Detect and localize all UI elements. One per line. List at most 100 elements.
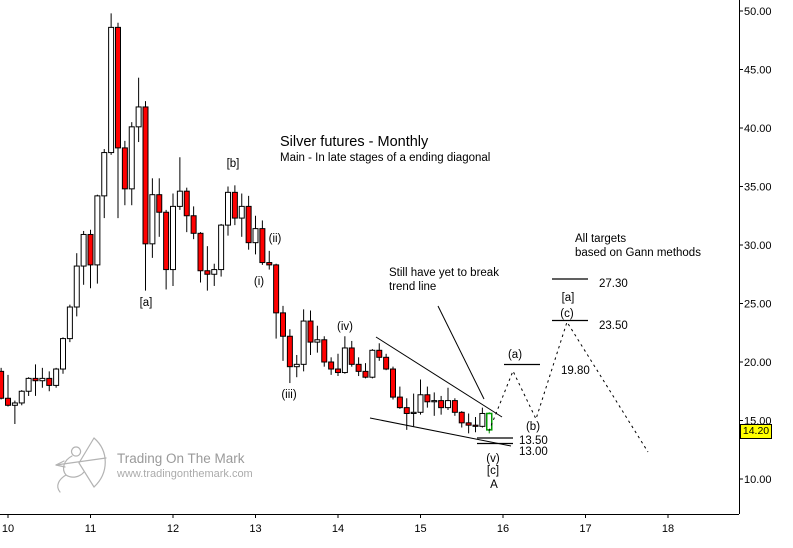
wave-label: (b)	[526, 421, 540, 433]
candles-layer	[0, 13, 493, 434]
candle-body	[66, 306, 73, 340]
candle-body	[218, 224, 225, 271]
trendline-note-line2: trend line	[389, 281, 437, 293]
candle-body	[417, 394, 424, 413]
candle-body	[53, 368, 60, 386]
candle-body	[376, 349, 383, 358]
candle-body	[87, 233, 94, 266]
candle-body	[286, 335, 293, 368]
x-axis-label: 11	[85, 523, 96, 535]
candle-body	[314, 339, 321, 343]
candle-body	[176, 190, 183, 207]
candle-body	[341, 347, 348, 374]
candle-body	[438, 400, 445, 409]
chart-subtitle: Main - In late stages of a ending diagon…	[280, 152, 491, 164]
archer-bow-icon	[55, 437, 107, 493]
note-pointer-line	[437, 305, 485, 400]
candle-body	[458, 411, 465, 424]
target-level-value: 13.50	[519, 435, 548, 447]
x-axis-label: 12	[167, 523, 179, 535]
candle-body	[183, 190, 190, 217]
candle-body	[348, 347, 355, 365]
x-axis-label: 16	[497, 523, 509, 535]
wave-label: (a)	[508, 349, 522, 361]
candle-body	[60, 338, 66, 370]
y-axis-label: 40.00	[744, 123, 772, 135]
candle-body	[128, 126, 135, 190]
watermark-logo	[50, 435, 120, 498]
candle-body	[369, 349, 376, 378]
target-level-value: 13.00	[519, 446, 548, 458]
candle-body	[410, 411, 417, 414]
candle-body	[32, 377, 39, 382]
wave-label: [c]	[487, 465, 499, 477]
candle-body	[73, 265, 80, 308]
watermark-url: www.tradingonthemark.com	[117, 468, 253, 480]
candle-body	[280, 312, 286, 337]
y-axis-label: 50.00	[744, 6, 772, 18]
wave-label: [a]	[562, 292, 575, 304]
targets-note-line1: All targets	[575, 233, 627, 245]
target-level-value: 19.80	[561, 365, 590, 377]
y-axis-label: 20.00	[744, 357, 772, 369]
candle-body	[149, 194, 156, 245]
candle-body	[396, 396, 403, 409]
trend-lines-layer	[369, 305, 512, 447]
candle-body	[135, 106, 142, 128]
candle-body	[451, 400, 458, 413]
x-axis-label: 10	[2, 523, 14, 535]
candle-body	[80, 233, 87, 267]
candle-body	[252, 228, 259, 244]
x-axis-label: 14	[332, 523, 344, 535]
candle-body	[156, 194, 163, 213]
candle-body	[266, 262, 273, 266]
y-axis-label: 45.00	[744, 65, 772, 77]
candle-body	[170, 205, 176, 271]
candle-body	[231, 191, 238, 219]
wave-label: (i)	[254, 276, 264, 288]
candle-body	[11, 402, 18, 406]
candle-body	[101, 152, 108, 197]
candle-body	[472, 424, 479, 427]
candle-body	[355, 363, 362, 372]
watermark-name: Trading On The Mark	[117, 451, 245, 466]
current-candle-body	[486, 412, 493, 431]
y-axis-label: 35.00	[744, 182, 772, 194]
candle-body	[39, 377, 46, 382]
wave-label: A	[490, 479, 498, 491]
candle-body	[424, 394, 431, 403]
candle-body	[293, 363, 300, 368]
candle-body	[431, 400, 438, 403]
x-axis-label: 17	[579, 523, 591, 535]
wave-label: (iii)	[281, 389, 296, 401]
candle-body	[121, 147, 128, 190]
candle-body	[259, 228, 266, 264]
candle-body	[465, 422, 472, 426]
candle-body	[5, 397, 11, 406]
candle-body	[18, 390, 25, 404]
last-price-badge: 14.20	[740, 424, 772, 439]
candle-body	[321, 339, 328, 363]
x-axis-label: 18	[662, 523, 674, 535]
candle-body	[25, 377, 32, 392]
candle-body	[94, 195, 101, 266]
candle-body	[0, 370, 5, 399]
chart-title: Silver futures - Monthly	[280, 134, 429, 150]
candle-body	[245, 205, 252, 244]
candle-body	[362, 370, 369, 378]
candle-body	[46, 377, 53, 386]
candle-body	[479, 412, 486, 427]
projected-wave-path	[488, 320, 649, 453]
candle-body	[335, 368, 341, 374]
candle-body	[328, 361, 335, 370]
y-axis-label: 30.00	[744, 240, 772, 252]
candle-body	[238, 205, 245, 219]
wave-labels-layer: [a] [b] (i) (ii) (iii) (iv) (v)[c] A (a) (b) (c) [a…	[140, 158, 575, 491]
wave-label: (c)	[560, 308, 574, 320]
axes-layer: 10 11 12 13 14 15 16 17 18 50.00 45.00 40.00 35.00 30…	[0, 0, 772, 535]
candle-body	[204, 270, 211, 275]
y-axis-label: 25.00	[744, 299, 772, 311]
projection-path-layer	[488, 320, 649, 453]
